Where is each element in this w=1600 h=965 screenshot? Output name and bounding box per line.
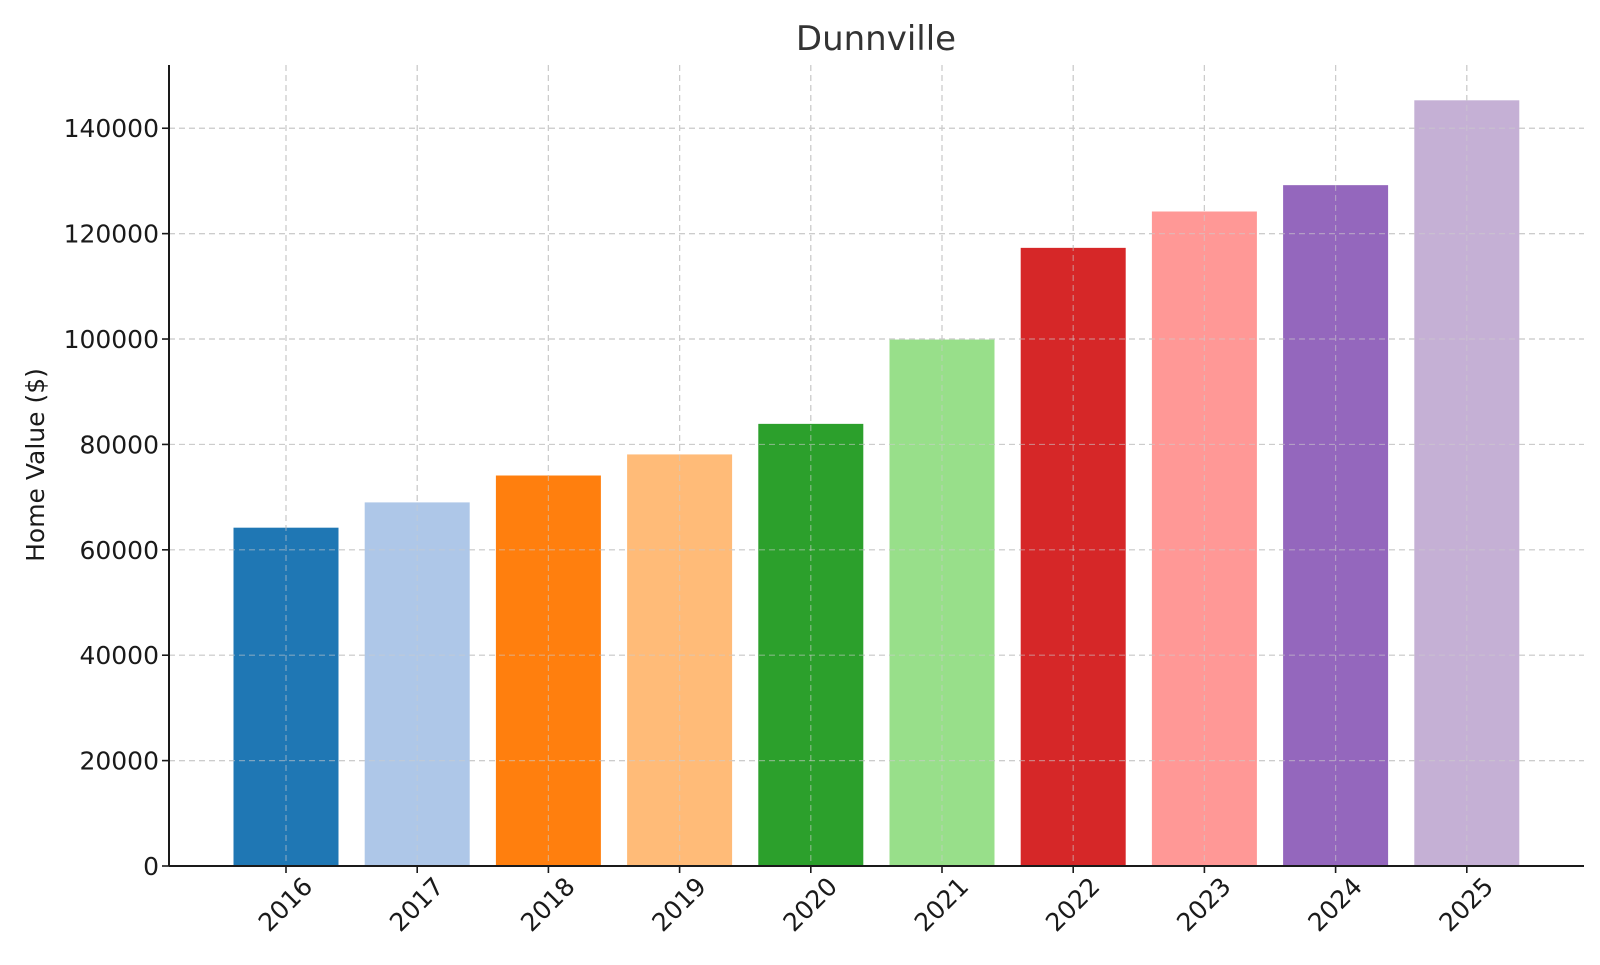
y-tick-label: 120000: [64, 220, 159, 249]
y-tick-label: 0: [143, 852, 159, 881]
x-tick-label: 2017: [384, 872, 449, 937]
chart-title: Dunnville: [796, 19, 956, 59]
x-tick-label: 2024: [1302, 872, 1367, 937]
y-tick-label: 140000: [64, 114, 159, 143]
bar-layer: [169, 65, 1584, 867]
x-tick-label: 2023: [1171, 872, 1236, 937]
y-tick-label: 80000: [79, 430, 159, 459]
x-tick-label: 2025: [1434, 872, 1499, 937]
x-tick-label: 2020: [778, 872, 843, 937]
x-tick-label: 2016: [253, 872, 318, 937]
y-axis-label: Home Value ($): [21, 368, 50, 562]
x-tick-label: 2021: [909, 872, 974, 937]
y-tick-label: 40000: [79, 641, 159, 670]
y-tick-label: 60000: [79, 536, 159, 565]
y-tick-label: 20000: [79, 747, 159, 776]
x-tick-label: 2018: [515, 872, 580, 937]
x-tick-label: 2022: [1040, 872, 1105, 937]
x-tick-label: 2019: [646, 872, 711, 937]
y-tick-label: 100000: [64, 325, 159, 354]
